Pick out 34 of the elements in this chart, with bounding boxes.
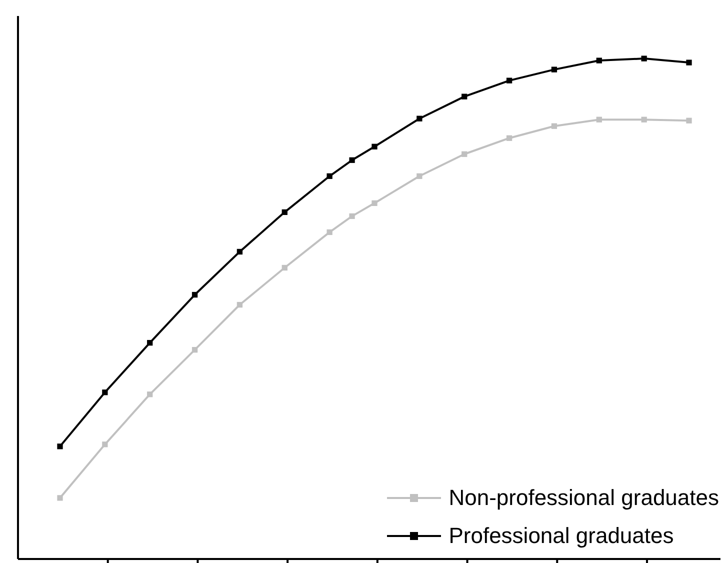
point (349, 157, 355, 163)
legend-label: Non-professional graduates (448, 485, 719, 511)
point (596, 58, 602, 64)
point (147, 392, 153, 398)
point (416, 173, 422, 179)
point (282, 264, 288, 271)
point (416, 116, 422, 122)
point (236, 302, 243, 308)
point (372, 200, 378, 206)
point (372, 144, 378, 150)
point (596, 116, 602, 122)
point (551, 123, 558, 129)
point (326, 229, 332, 236)
point (506, 78, 512, 84)
point (462, 151, 468, 157)
point (282, 209, 288, 216)
legend-label: Professional graduates (448, 523, 674, 549)
point (236, 248, 243, 255)
point (147, 340, 153, 346)
point (506, 135, 512, 141)
point (462, 94, 468, 100)
point (102, 442, 108, 448)
point (102, 390, 108, 396)
point (641, 116, 647, 122)
point (686, 118, 692, 124)
point (551, 66, 558, 72)
point (57, 495, 63, 501)
point (57, 444, 63, 450)
point (641, 56, 647, 62)
point (349, 213, 355, 220)
point (686, 60, 692, 66)
point (192, 346, 198, 353)
point (326, 173, 332, 179)
point (192, 292, 198, 298)
